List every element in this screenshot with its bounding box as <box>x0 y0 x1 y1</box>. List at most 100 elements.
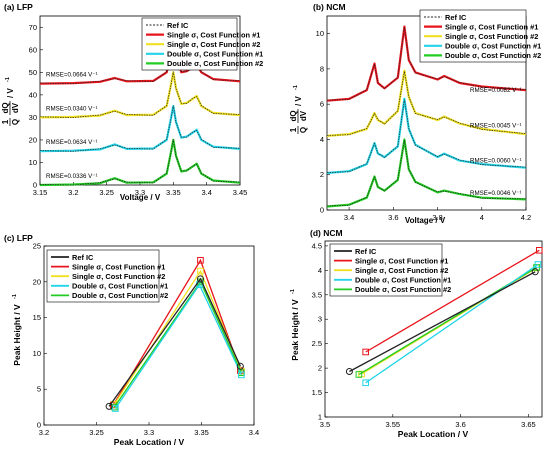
y-tick-label: 2 <box>318 364 322 373</box>
point-marker-d1 <box>534 261 542 268</box>
y-tick-label: 0 <box>33 181 37 190</box>
legend-label-d1: Double σ, Cost Function #1 <box>72 282 168 291</box>
ref-ic-line <box>39 105 241 152</box>
y-tick-label: 0 <box>320 206 324 215</box>
legend-label-ref: Ref IC <box>72 253 94 262</box>
y-tick-label: 40 <box>29 90 37 99</box>
y-tick-label: 5 <box>37 385 41 394</box>
x-tick-label: 3.6 <box>455 420 465 429</box>
y-tick-label: 10 <box>29 158 37 167</box>
x-tick-label: 4 <box>480 213 484 222</box>
x-tick-label: 3.4 <box>249 428 259 437</box>
y-tick-label: 2 <box>320 170 324 179</box>
legend-label-s2: Single σ, Cost Function #2 <box>445 32 538 41</box>
y-tick-label: 4 <box>318 266 322 275</box>
y-tick-label: 4 <box>320 135 324 144</box>
point-marker-ref <box>236 362 244 370</box>
rmse-label: RMSE=0.0664 V⁻¹ <box>46 72 98 79</box>
legend-label-s2: Single σ, Cost Function #2 <box>167 40 260 49</box>
y-tick-label: 1.5 <box>312 388 322 397</box>
panel-title: (c) LFP <box>4 233 33 243</box>
rmse-label: RMSE=0.0060 V⁻¹ <box>470 158 522 165</box>
y-tick-label: 6 <box>320 100 324 109</box>
point-marker-d1 <box>238 371 245 379</box>
y-tick-label: 50 <box>29 68 37 77</box>
legend-label-d1: Double σ, Cost Function #1 <box>445 42 541 51</box>
x-tick-label: 3.3 <box>135 188 145 197</box>
point-marker-s1 <box>197 257 204 264</box>
x-tick-label: 3.4 <box>201 188 211 197</box>
ref-ic-line <box>39 139 241 186</box>
x-tick-label: 3.25 <box>89 428 104 437</box>
point-marker-s1 <box>535 246 543 254</box>
x-tick-label: 3.35 <box>194 428 209 437</box>
x-tick-label: 3.65 <box>521 420 536 429</box>
y-tick-label: 0 <box>37 421 41 430</box>
rmse-label: RMSE=0.0634 V⁻¹ <box>46 139 98 146</box>
y-tick-label: 8 <box>320 64 324 73</box>
ref-ic-line <box>39 71 241 118</box>
point-marker-d1 <box>112 405 119 412</box>
y-tick-label: 3.5 <box>312 290 322 299</box>
series-line-d1 <box>114 283 242 409</box>
y-label-unit: / V <box>294 96 303 106</box>
y-label-dq: dQ <box>289 110 298 121</box>
y-label-dv: dV <box>11 102 20 113</box>
x-axis-label: Voltage / V <box>405 216 446 225</box>
y-tick-label: 30 <box>29 113 37 122</box>
series-line-s1 <box>365 249 540 353</box>
x-tick-label: 3.2 <box>39 428 49 437</box>
legend-label-s2: Single σ, Cost Function #2 <box>72 272 165 281</box>
x-tick-label: 4.2 <box>521 213 531 222</box>
x-tick-label: 3.4 <box>344 213 354 222</box>
legend-label-ref: Ref IC <box>445 13 467 22</box>
rmse-label: RMSE=0.0046 V⁻¹ <box>470 190 522 197</box>
series-line-s1 <box>112 258 242 406</box>
y-tick-label: 2.5 <box>312 339 322 348</box>
y-tick-label: 3 <box>318 315 322 324</box>
y-label-text: Peak Height / V <box>12 304 22 366</box>
point-marker-s1 <box>362 348 369 356</box>
y-axis-label: 1 QdQ dV / V -1 <box>289 85 308 134</box>
y-label-exp: -1 <box>12 294 18 299</box>
point-marker-d1 <box>362 379 369 387</box>
y-tick-label: 70 <box>29 23 37 32</box>
y-label-dq: dQ <box>1 102 10 113</box>
y-label-exp: -1 <box>290 289 296 294</box>
y-label-q: Q <box>11 119 20 125</box>
y-axis-label: 1 QdQ dV / V -1 <box>1 77 20 126</box>
y-label-q: Q <box>299 127 308 133</box>
y-label-one: 1 <box>1 119 10 124</box>
x-axis-label: Peak Location / V <box>398 429 469 439</box>
legend-label-d2: Double σ, Cost Function #2 <box>72 291 168 300</box>
ref-ic-line <box>326 99 527 173</box>
x-tick-label: 3.25 <box>99 188 114 197</box>
y-label-unit-exp: -1 <box>5 77 11 82</box>
ref-ic-line <box>326 27 527 101</box>
legend-label-d2: Double σ, Cost Function #2 <box>167 59 263 68</box>
series-line-ref <box>108 277 241 407</box>
y-tick-label: 4.5 <box>312 241 322 250</box>
legend-label-d2: Double σ, Cost Function #2 <box>445 51 541 60</box>
panel-d-ncm-peak-plot: (d) NCM 3.5 3.55 3.6 3.65 1 1.5 2 2.5 3 3.5 4 4.5 Ref… <box>290 228 543 439</box>
y-label-unit: / V <box>6 88 15 98</box>
panel-b-ncm-ic-curves: (b) NCM 3.4 3.6 3.8 4 4.2 0 2 4 6 8 10 RMSE=0.0082 V… <box>289 2 541 225</box>
x-axis-label: Peak Location / V <box>114 437 185 447</box>
legend-label-d1: Double σ, Cost Function #1 <box>355 276 451 285</box>
x-axis-label: Voltage / V <box>120 193 161 202</box>
x-tick-label: 3.8 <box>432 213 442 222</box>
legend-label-s1: Single σ, Cost Function #1 <box>355 256 448 265</box>
x-tick-label: 3.35 <box>166 188 181 197</box>
legend-label-d2: Double σ, Cost Function #2 <box>355 285 451 294</box>
x-tick-label: 3.3 <box>144 428 154 437</box>
y-axis-label: Peak Height / V -1 <box>290 289 300 361</box>
x-tick-label: 3.2 <box>68 188 78 197</box>
legend-label-s2: Single σ, Cost Function #2 <box>355 266 448 275</box>
legend-label-ref: Ref IC <box>167 21 189 30</box>
panel-title: (b) NCM <box>313 2 346 12</box>
panel-c-lfp-peak-plot: (c) LFP 3.2 3.25 3.3 3.35 3.4 0 5 10 15 20 25 Ref IC… <box>4 233 259 447</box>
rmse-label: RMSE=0.0082 V⁻¹ <box>470 87 522 94</box>
ref-ic-line <box>326 71 527 136</box>
x-tick-label: 3.15 <box>33 188 48 197</box>
